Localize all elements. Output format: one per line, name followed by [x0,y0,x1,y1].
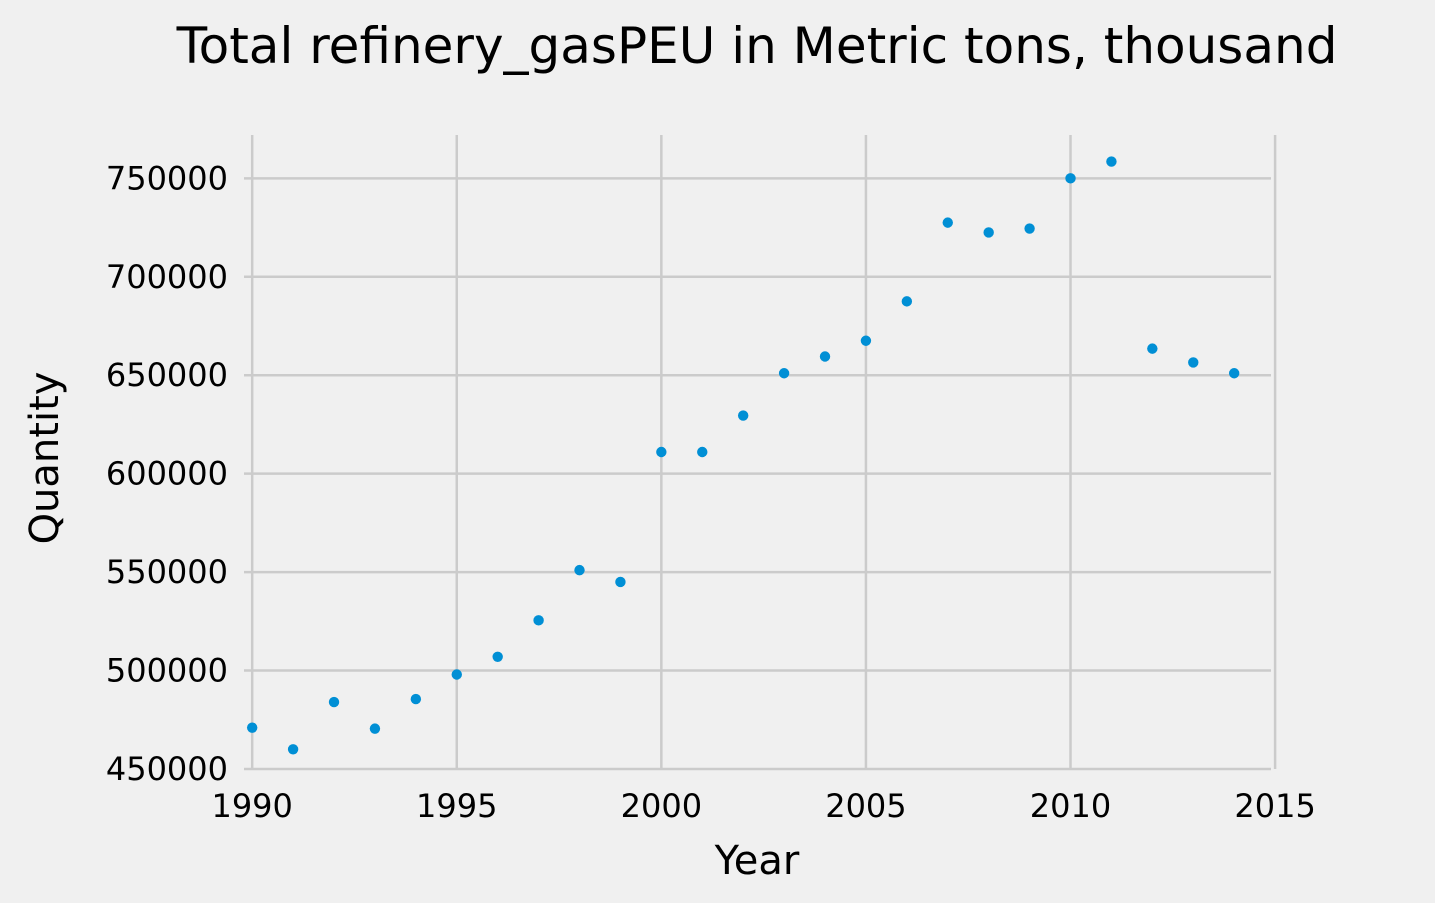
y-tick-labels: 450000 500000 550000 600000 650000 700000 7500… [106,159,228,788]
y-tick-label: 750000 [106,159,228,197]
data-point [983,227,994,238]
data-point [778,368,790,379]
x-axis-label: Year [714,838,800,884]
y-tick-label: 600000 [106,455,228,493]
data-point [574,564,585,576]
data-point [860,335,872,346]
data-point [369,723,381,734]
y-axis-label: Quantity [22,372,68,545]
y-tick-label: 650000 [106,356,228,394]
x-tick-labels: 1990 1995 2000 2005 2010 2015 [211,787,1315,825]
x-tick-label: 2015 [1234,787,1315,825]
data-point [901,296,913,307]
y-tick-label: 700000 [106,258,228,296]
x-tick-label: 1990 [211,787,292,825]
data-point [328,696,340,708]
chart-title: Total refinery_gasPEU in Metric tons, th… [176,17,1338,75]
y-tick-label: 550000 [106,553,228,591]
data-point [492,651,503,662]
x-tick-label: 1995 [416,787,497,825]
data-point [1106,156,1117,167]
x-tick-label: 2000 [621,787,702,825]
y-tick-label: 500000 [106,652,228,690]
data-point [1065,173,1076,184]
data-point [819,351,831,362]
data-point [1188,357,1199,368]
data-point [287,744,299,755]
data-point [246,722,258,733]
data-point [656,446,667,458]
data-point [1147,343,1158,354]
data-point [1228,368,1240,379]
data-point [942,217,953,228]
data-point [533,615,544,626]
data-point [451,669,462,680]
data-point [615,576,626,588]
data-point [1024,223,1035,234]
data-point [697,446,708,458]
x-tick-label: 2010 [1030,787,1111,825]
data-points [246,156,1240,755]
x-tick-label: 2005 [825,787,906,825]
y-tick-label: 450000 [106,750,228,788]
data-point [737,410,749,421]
data-point [410,693,422,705]
